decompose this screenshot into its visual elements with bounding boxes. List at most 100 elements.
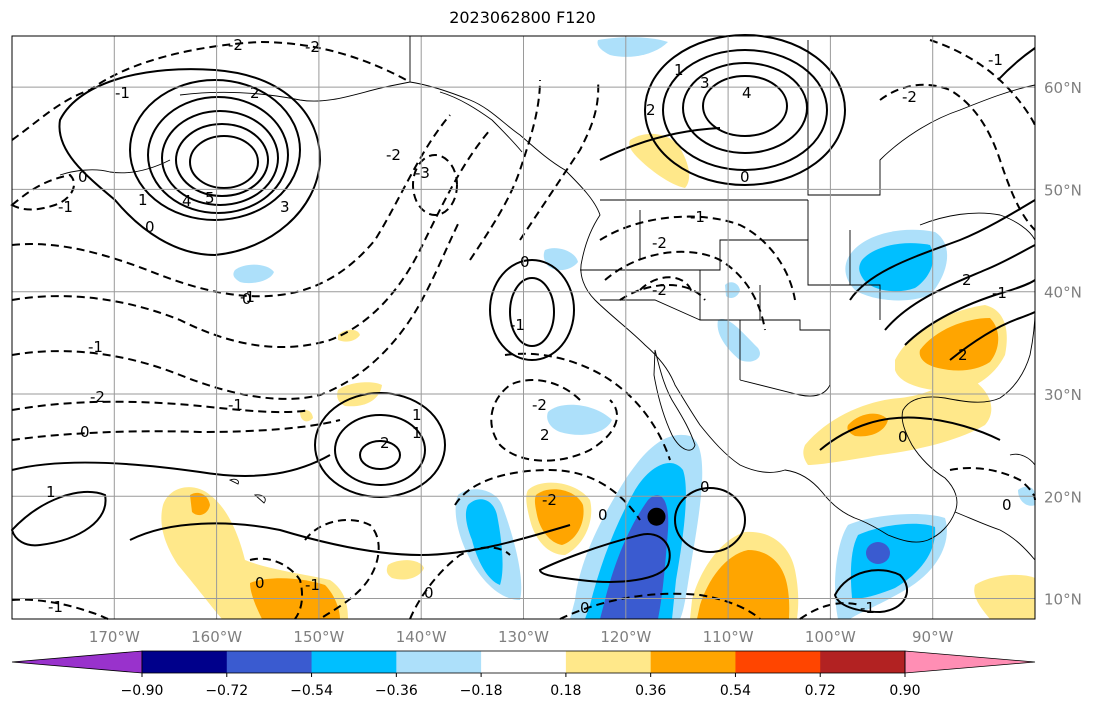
contour-line	[11, 129, 491, 349]
shaded-field	[161, 37, 1035, 619]
contour-line	[409, 546, 511, 620]
contour-label: -2	[542, 491, 557, 509]
contour-line	[884, 244, 1036, 331]
contour-label: -1	[988, 51, 1003, 69]
contour-label: 0	[740, 168, 750, 186]
blue-mid-region	[859, 243, 934, 292]
contour-line	[604, 250, 766, 331]
contour-label: -1	[88, 338, 103, 356]
map-frame	[11, 35, 1036, 620]
contour-line	[489, 259, 575, 361]
contour-label: 2	[250, 84, 260, 102]
blue-mid-region	[850, 523, 936, 599]
colorbar-label: 0.90	[889, 683, 920, 699]
contour-label: 1	[412, 406, 422, 424]
longitude-label: 130°W	[498, 628, 549, 646]
yellow-region	[300, 410, 313, 422]
contour-line	[702, 75, 788, 137]
contour-label: 0	[242, 290, 252, 308]
colorbar-label: −0.18	[460, 683, 503, 699]
colorbar-frame	[141, 650, 906, 674]
colorbar-label: −0.36	[375, 683, 418, 699]
longitude-label: 160°W	[191, 628, 242, 646]
contour-line	[11, 598, 109, 620]
colorbar-segment	[396, 651, 482, 673]
contour-label: 4	[182, 192, 192, 210]
contour-label: -2	[532, 396, 547, 414]
longitude-label: 100°W	[805, 628, 856, 646]
colorbar-label: −0.90	[121, 683, 164, 699]
contour-label: 1	[46, 483, 56, 501]
colorbar-label: 0.54	[720, 683, 751, 699]
contour-line	[644, 34, 846, 186]
blue-light-region	[597, 37, 668, 57]
latitude-label: 20°N	[1044, 488, 1082, 506]
contour-label: -1	[510, 316, 525, 334]
contour-line	[359, 440, 401, 470]
contour-label: 1	[138, 191, 148, 209]
contour-label: -2	[228, 36, 243, 54]
positive-contours	[10, 34, 1036, 614]
contour-label: -2	[902, 88, 917, 106]
contour-label: -1	[228, 396, 243, 414]
contour-line	[334, 414, 426, 486]
contour-line	[175, 123, 269, 197]
contour-label: -1	[860, 599, 875, 617]
yellow-region	[629, 133, 690, 188]
contour-label: -1	[58, 198, 73, 216]
longitude-label: 120°W	[600, 628, 651, 646]
yellow-region	[338, 329, 360, 342]
latitude-label: 60°N	[1044, 79, 1082, 97]
contour-line	[599, 127, 721, 161]
colorbar-segment	[565, 651, 652, 673]
contour-label: 0	[1002, 496, 1012, 514]
contour-label: 0	[424, 584, 434, 602]
contour-label: 0	[580, 599, 590, 617]
contour-line	[504, 352, 671, 461]
contour-label: -2	[652, 281, 667, 299]
colorbar-segment	[481, 651, 567, 673]
contour-line	[904, 279, 1036, 346]
contour-label: -2	[90, 388, 105, 406]
contour-line	[674, 487, 746, 553]
contour-line	[833, 569, 909, 614]
contour-label: -3	[415, 164, 430, 182]
contour-line	[599, 215, 796, 301]
contour-line	[249, 557, 304, 620]
contour-line	[412, 154, 458, 216]
contour-line	[58, 68, 322, 257]
latitude-labels: 10°N 20°N 30°N 40°N 50°N 60°N	[1044, 79, 1082, 608]
contour-line	[559, 592, 761, 620]
location-marker	[647, 507, 666, 526]
colorbar-label: 0.18	[550, 683, 581, 699]
contour-label: 0	[78, 168, 88, 186]
contour-label: 2	[540, 426, 550, 444]
yellow-region	[974, 574, 1035, 619]
contour-label: -1	[690, 208, 705, 226]
colorbar-extend-low	[11, 650, 143, 674]
map-area: -2 0 -1 -2 -1 0 1 2 3 4 5 1 2 3 4 0 -1 -…	[10, 34, 1036, 620]
gridlines	[12, 36, 1035, 619]
colorbar-segment	[142, 651, 228, 673]
contour-line	[314, 392, 446, 498]
contour-label: 2	[958, 346, 968, 364]
contour-line	[11, 419, 341, 441]
latitude-label: 30°N	[1044, 386, 1082, 404]
latitude-label: 40°N	[1044, 284, 1082, 302]
contour-line	[189, 135, 259, 189]
colorbar-extend-high	[904, 650, 1036, 674]
contour-label: 5	[205, 189, 215, 207]
yellow-region	[386, 560, 424, 580]
contour-line	[11, 219, 461, 400]
contour-line	[997, 47, 1036, 81]
contour-line	[949, 311, 1036, 361]
contour-line	[849, 199, 1036, 301]
blue-dark-region	[600, 495, 669, 619]
orange-region	[847, 413, 888, 437]
contour-line	[454, 468, 641, 521]
contour-line	[11, 40, 411, 141]
contour-label: 0	[700, 478, 710, 496]
contour-line	[619, 284, 706, 301]
yellow-region	[803, 378, 992, 465]
orange-region	[919, 318, 999, 371]
